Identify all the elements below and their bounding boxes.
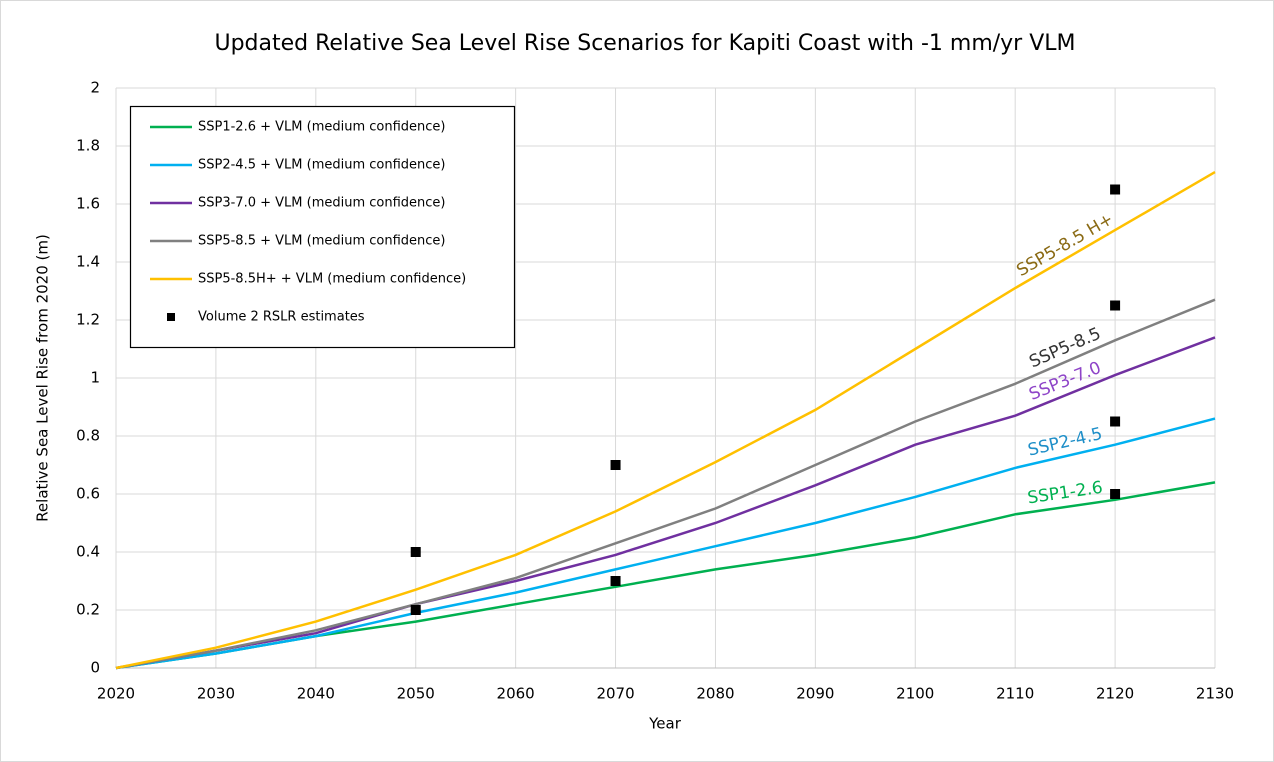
legend-label: SSP5-8.5 + VLM (medium confidence): [198, 234, 446, 249]
x-tick-label: 2060: [497, 685, 535, 703]
x-tick-label: 2090: [796, 685, 834, 703]
y-tick-label: 0.2: [76, 601, 100, 619]
y-axis-title: Relative Sea Level Rise from 2020 (m): [34, 234, 52, 522]
legend-label: SSP2-4.5 + VLM (medium confidence): [198, 158, 446, 173]
legend-label: SSP5-8.5H+ + VLM (medium confidence): [198, 272, 466, 287]
series-line: [115, 298, 1216, 670]
y-tick-label: 0: [90, 659, 100, 677]
y-tick-label: 1.6: [76, 195, 100, 213]
plot: SSP1-2.6SSP2-4.5SSP3-7.0SSP5-8.5SSP5-8.5…: [115, 171, 1216, 670]
legend-label: SSP3-7.0 + VLM (medium confidence): [198, 196, 446, 211]
data-point: [410, 547, 421, 557]
legend-box: [129, 105, 516, 349]
y-tick-label: 0.8: [76, 427, 100, 445]
data-point: [1110, 184, 1121, 195]
x-tick-label: 2020: [97, 685, 135, 703]
data-point: [610, 576, 621, 586]
data-point: [1110, 300, 1121, 311]
x-tick-label: 2070: [596, 685, 634, 703]
x-tick-label: 2080: [696, 685, 734, 703]
y-tick-label: 1.4: [76, 253, 100, 271]
legend-marker: [167, 313, 175, 321]
x-tick-label: 2040: [297, 685, 335, 703]
y-tick-label: 1: [90, 369, 100, 387]
data-point: [1110, 416, 1121, 427]
data-point: [410, 605, 421, 615]
y-tick-label: 0.6: [76, 485, 100, 503]
x-tick-label: 2130: [1196, 685, 1234, 703]
x-tick-label: 2110: [996, 685, 1034, 703]
legend: SSP1-2.6 + VLM (medium confidence) SSP2-4…: [129, 105, 516, 349]
x-axis-title: Year: [648, 715, 682, 733]
legend-label: SSP1-2.6 + VLM (medium confidence): [198, 120, 446, 135]
series-line: [115, 171, 1216, 670]
y-tick-label: 2: [90, 79, 100, 97]
chart-title: Updated Relative Sea Level Rise Scenario…: [214, 31, 1075, 56]
y-tick-label: 0.4: [76, 543, 100, 561]
x-tick-label: 2100: [896, 685, 934, 703]
data-point: [1110, 489, 1121, 499]
x-tick-label: 2030: [197, 685, 235, 703]
x-tick-label: 2120: [1096, 685, 1134, 703]
x-tick-label: 2050: [397, 685, 435, 703]
series-line: [115, 336, 1216, 670]
y-tick-label: 1.2: [76, 311, 100, 329]
series-line: [115, 417, 1216, 670]
y-tick-label: 1.8: [76, 137, 100, 155]
data-point: [610, 460, 621, 470]
legend-label: Volume 2 RSLR estimates: [198, 310, 365, 325]
